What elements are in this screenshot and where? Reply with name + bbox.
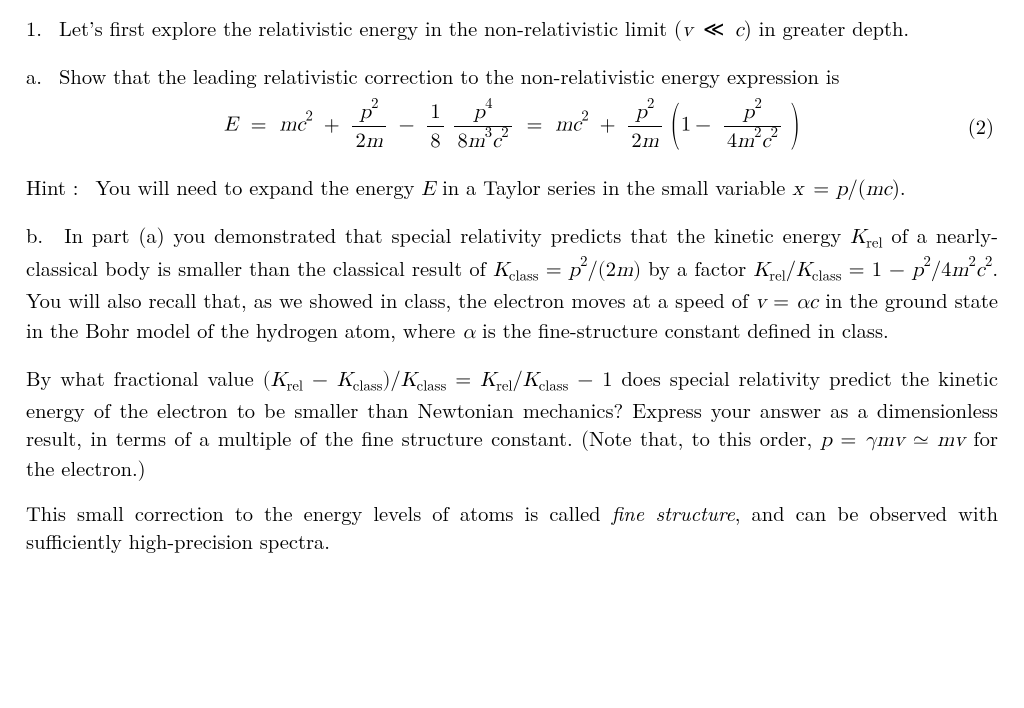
ratio-Krel-Kclass: Krel/Kclass = 1 − p2/4m2c2 bbox=[753, 259, 992, 280]
part-b-label: b. bbox=[26, 220, 43, 249]
problem-number: 1. bbox=[26, 13, 42, 42]
part-a-hint: Hint : You will need to expand the energ… bbox=[26, 173, 998, 203]
problem-intro-text: Let’s first explore the relativistic ene… bbox=[59, 13, 909, 42]
part-b-para3: This small correction to the energy leve… bbox=[26, 499, 998, 554]
equation-2-expression: E = mc2 + p22m − 18 p48m3c2 = mc2 + p22m… bbox=[224, 98, 800, 154]
part-a-text: Show that the leading relativistic corre… bbox=[59, 61, 839, 90]
part-b-para2: By what fractional value (Krel − Kclass)… bbox=[26, 364, 998, 482]
part-b-text-1a: In part (a) you demonstrated that specia… bbox=[64, 220, 850, 249]
equation-2: E = mc2 + p22m − 18 p48m3c2 = mc2 + p22m… bbox=[26, 97, 998, 155]
problem-intro: 1. Let’s first explore the relativistic … bbox=[26, 14, 998, 44]
part-b-text-1c: by a factor bbox=[648, 253, 753, 282]
hint-prefix: Hint : bbox=[26, 172, 78, 201]
fine-structure-term: fine structure bbox=[612, 498, 735, 527]
fractional-value-expression: (Krel − Kclass)/Kclass = Krel/Kclass − 1 bbox=[263, 369, 622, 390]
part-a-label: a. bbox=[26, 61, 42, 90]
eq-Kclass: = p2/(2m) bbox=[546, 259, 641, 280]
part-b-para1: b. In part (a) you demonstrated that spe… bbox=[26, 221, 998, 346]
part-a-prompt: a. Show that the leading relativistic co… bbox=[26, 62, 998, 90]
symbol-K-rel: Krel bbox=[850, 226, 882, 247]
part-b-text-3a: This small correction to the energy leve… bbox=[26, 498, 612, 527]
equation-number: (2) bbox=[968, 113, 994, 141]
symbol-K-class: Kclass bbox=[493, 259, 539, 280]
